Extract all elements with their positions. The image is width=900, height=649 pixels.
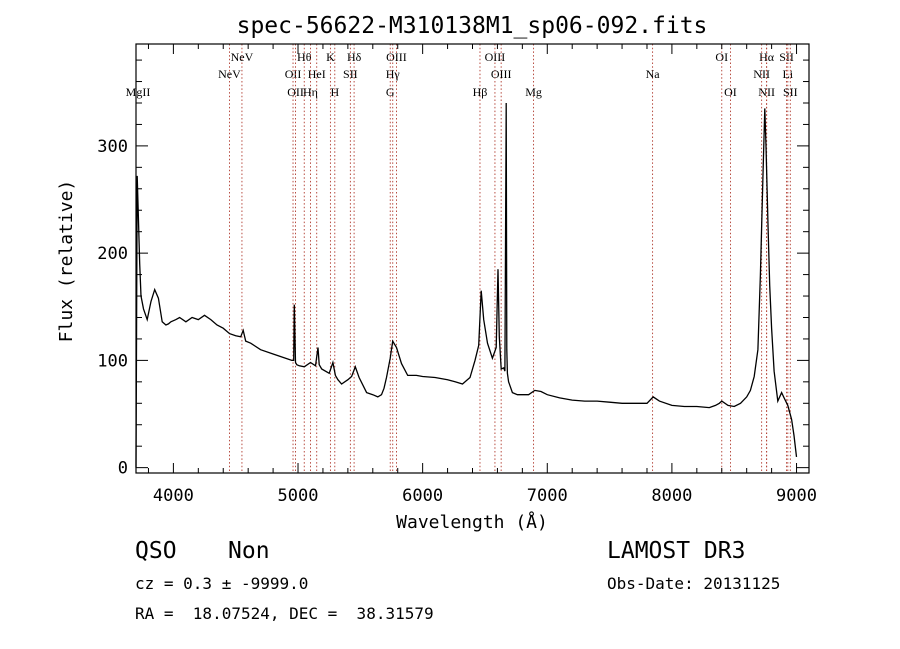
line-label-mid-6: Na: [646, 67, 661, 81]
line-label-top-4: OIII: [386, 50, 407, 64]
line-label-low-6: Mg: [525, 85, 542, 99]
y-tick-label: 100: [97, 351, 128, 371]
line-label-mid-5: OIII: [491, 67, 512, 81]
line-label-low-2: Hη: [303, 85, 318, 99]
line-label-mid-7: NII: [753, 67, 770, 81]
line-label-mid-0: NeV: [218, 67, 241, 81]
plot-frame: [135, 43, 810, 474]
line-label-mid-2: HeI: [308, 67, 326, 81]
line-label-low-0: MgII: [126, 85, 151, 99]
line-label-top-2: K: [326, 50, 335, 64]
y-tick-label: 200: [97, 244, 128, 264]
line-label-low-4: G: [386, 85, 395, 99]
x-tick-label: 9000: [776, 486, 817, 506]
redshift-cz: cz = 0.3 ± -9999.0: [135, 574, 309, 593]
line-label-top-3: Hδ: [347, 50, 362, 64]
line-label-low-7: OI: [724, 85, 737, 99]
x-axis-label: Wavelength (Å): [396, 511, 548, 533]
line-label-low-1: OII: [287, 85, 304, 99]
object-class: QSO: [135, 538, 177, 564]
line-label-mid-8: Li: [782, 67, 793, 81]
object-subclass: Non: [228, 538, 270, 564]
line-label-top-8: SII: [779, 50, 794, 64]
x-tick-label: 4000: [153, 486, 194, 506]
y-tick-label: 0: [118, 459, 128, 479]
chart-title: spec-56622-M310138M1_sp06-092.fits: [237, 13, 708, 39]
y-axis-ticks: 0 100 200 300: [97, 59, 809, 479]
spectrum-series-line: [135, 102, 798, 468]
line-label-top-1: Hθ: [297, 50, 312, 64]
y-tick-label: 300: [97, 137, 128, 157]
x-tick-label: 6000: [402, 486, 443, 506]
line-label-top-0: NeV: [231, 50, 254, 64]
line-label-low-9: SII: [783, 85, 798, 99]
line-label-mid-1: OII: [285, 67, 302, 81]
x-tick-label: 8000: [651, 486, 692, 506]
observation-date: Obs-Date: 20131125: [607, 574, 781, 593]
y-axis-label: Flux (relative): [56, 180, 77, 343]
line-label-low-5: Hβ: [473, 85, 488, 99]
emission-line-markers: NeV Hθ K Hδ OIII OIII OI Hα SII NeV OII HeI SII Hγ OII…: [126, 44, 798, 473]
x-tick-label: 7000: [527, 486, 568, 506]
line-label-mid-3: SII: [343, 67, 358, 81]
survey-name: LAMOST DR3: [607, 538, 746, 564]
x-tick-label: 5000: [278, 486, 319, 506]
line-label-top-6: OI: [715, 50, 728, 64]
ra-dec-coordinates: RA = 18.07524, DEC = 38.31579: [135, 604, 434, 623]
line-label-top-7: Hα: [759, 50, 775, 64]
line-label-low-3: H: [330, 85, 339, 99]
x-axis-ticks: 4000 5000 6000 7000 8000 9000: [147, 44, 817, 506]
line-label-low-8: NII: [758, 85, 775, 99]
line-label-mid-4: Hγ: [386, 67, 401, 81]
line-label-top-5: OIII: [485, 50, 506, 64]
